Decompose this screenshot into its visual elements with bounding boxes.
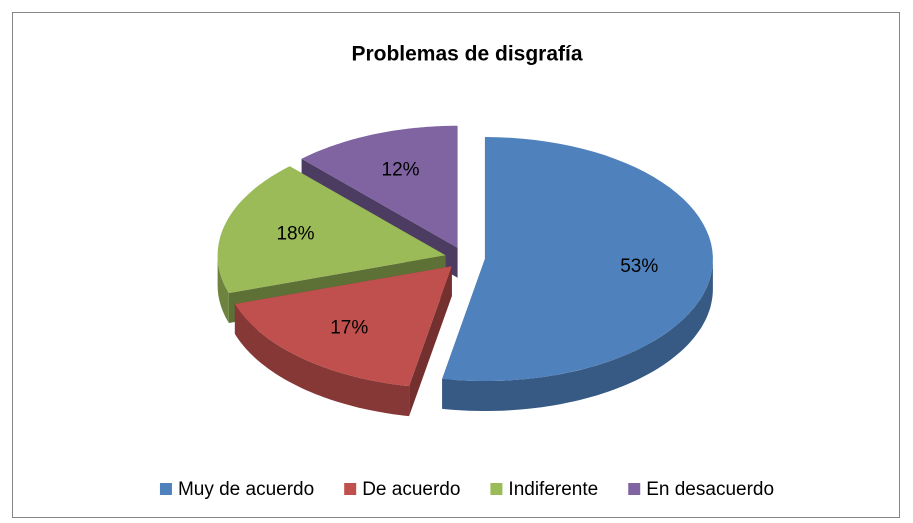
legend-swatch xyxy=(344,483,357,495)
data-label: 12% xyxy=(382,160,420,181)
legend-label: Muy de acuerdo xyxy=(178,479,314,500)
legend-label: En desacuerdo xyxy=(646,479,774,500)
data-label: 18% xyxy=(276,224,314,245)
chart-title: Problemas de disgrafía xyxy=(351,43,582,66)
legend-swatch xyxy=(490,483,503,495)
slice xyxy=(442,137,713,411)
data-label: 53% xyxy=(620,256,658,277)
legend-label: Indiferente xyxy=(508,479,598,500)
legend-swatch xyxy=(159,483,172,495)
slice-side xyxy=(234,304,410,417)
legend-swatch xyxy=(628,483,641,495)
slice-side xyxy=(217,255,229,323)
legend-label: De acuerdo xyxy=(362,479,460,500)
slice xyxy=(234,266,452,417)
slice-top xyxy=(234,266,452,387)
slice-top xyxy=(217,166,446,293)
slice-side xyxy=(442,259,713,411)
slice-top xyxy=(301,125,458,248)
slice-top xyxy=(442,137,713,381)
data-label: 17% xyxy=(330,317,368,338)
slice-wall xyxy=(409,266,452,417)
